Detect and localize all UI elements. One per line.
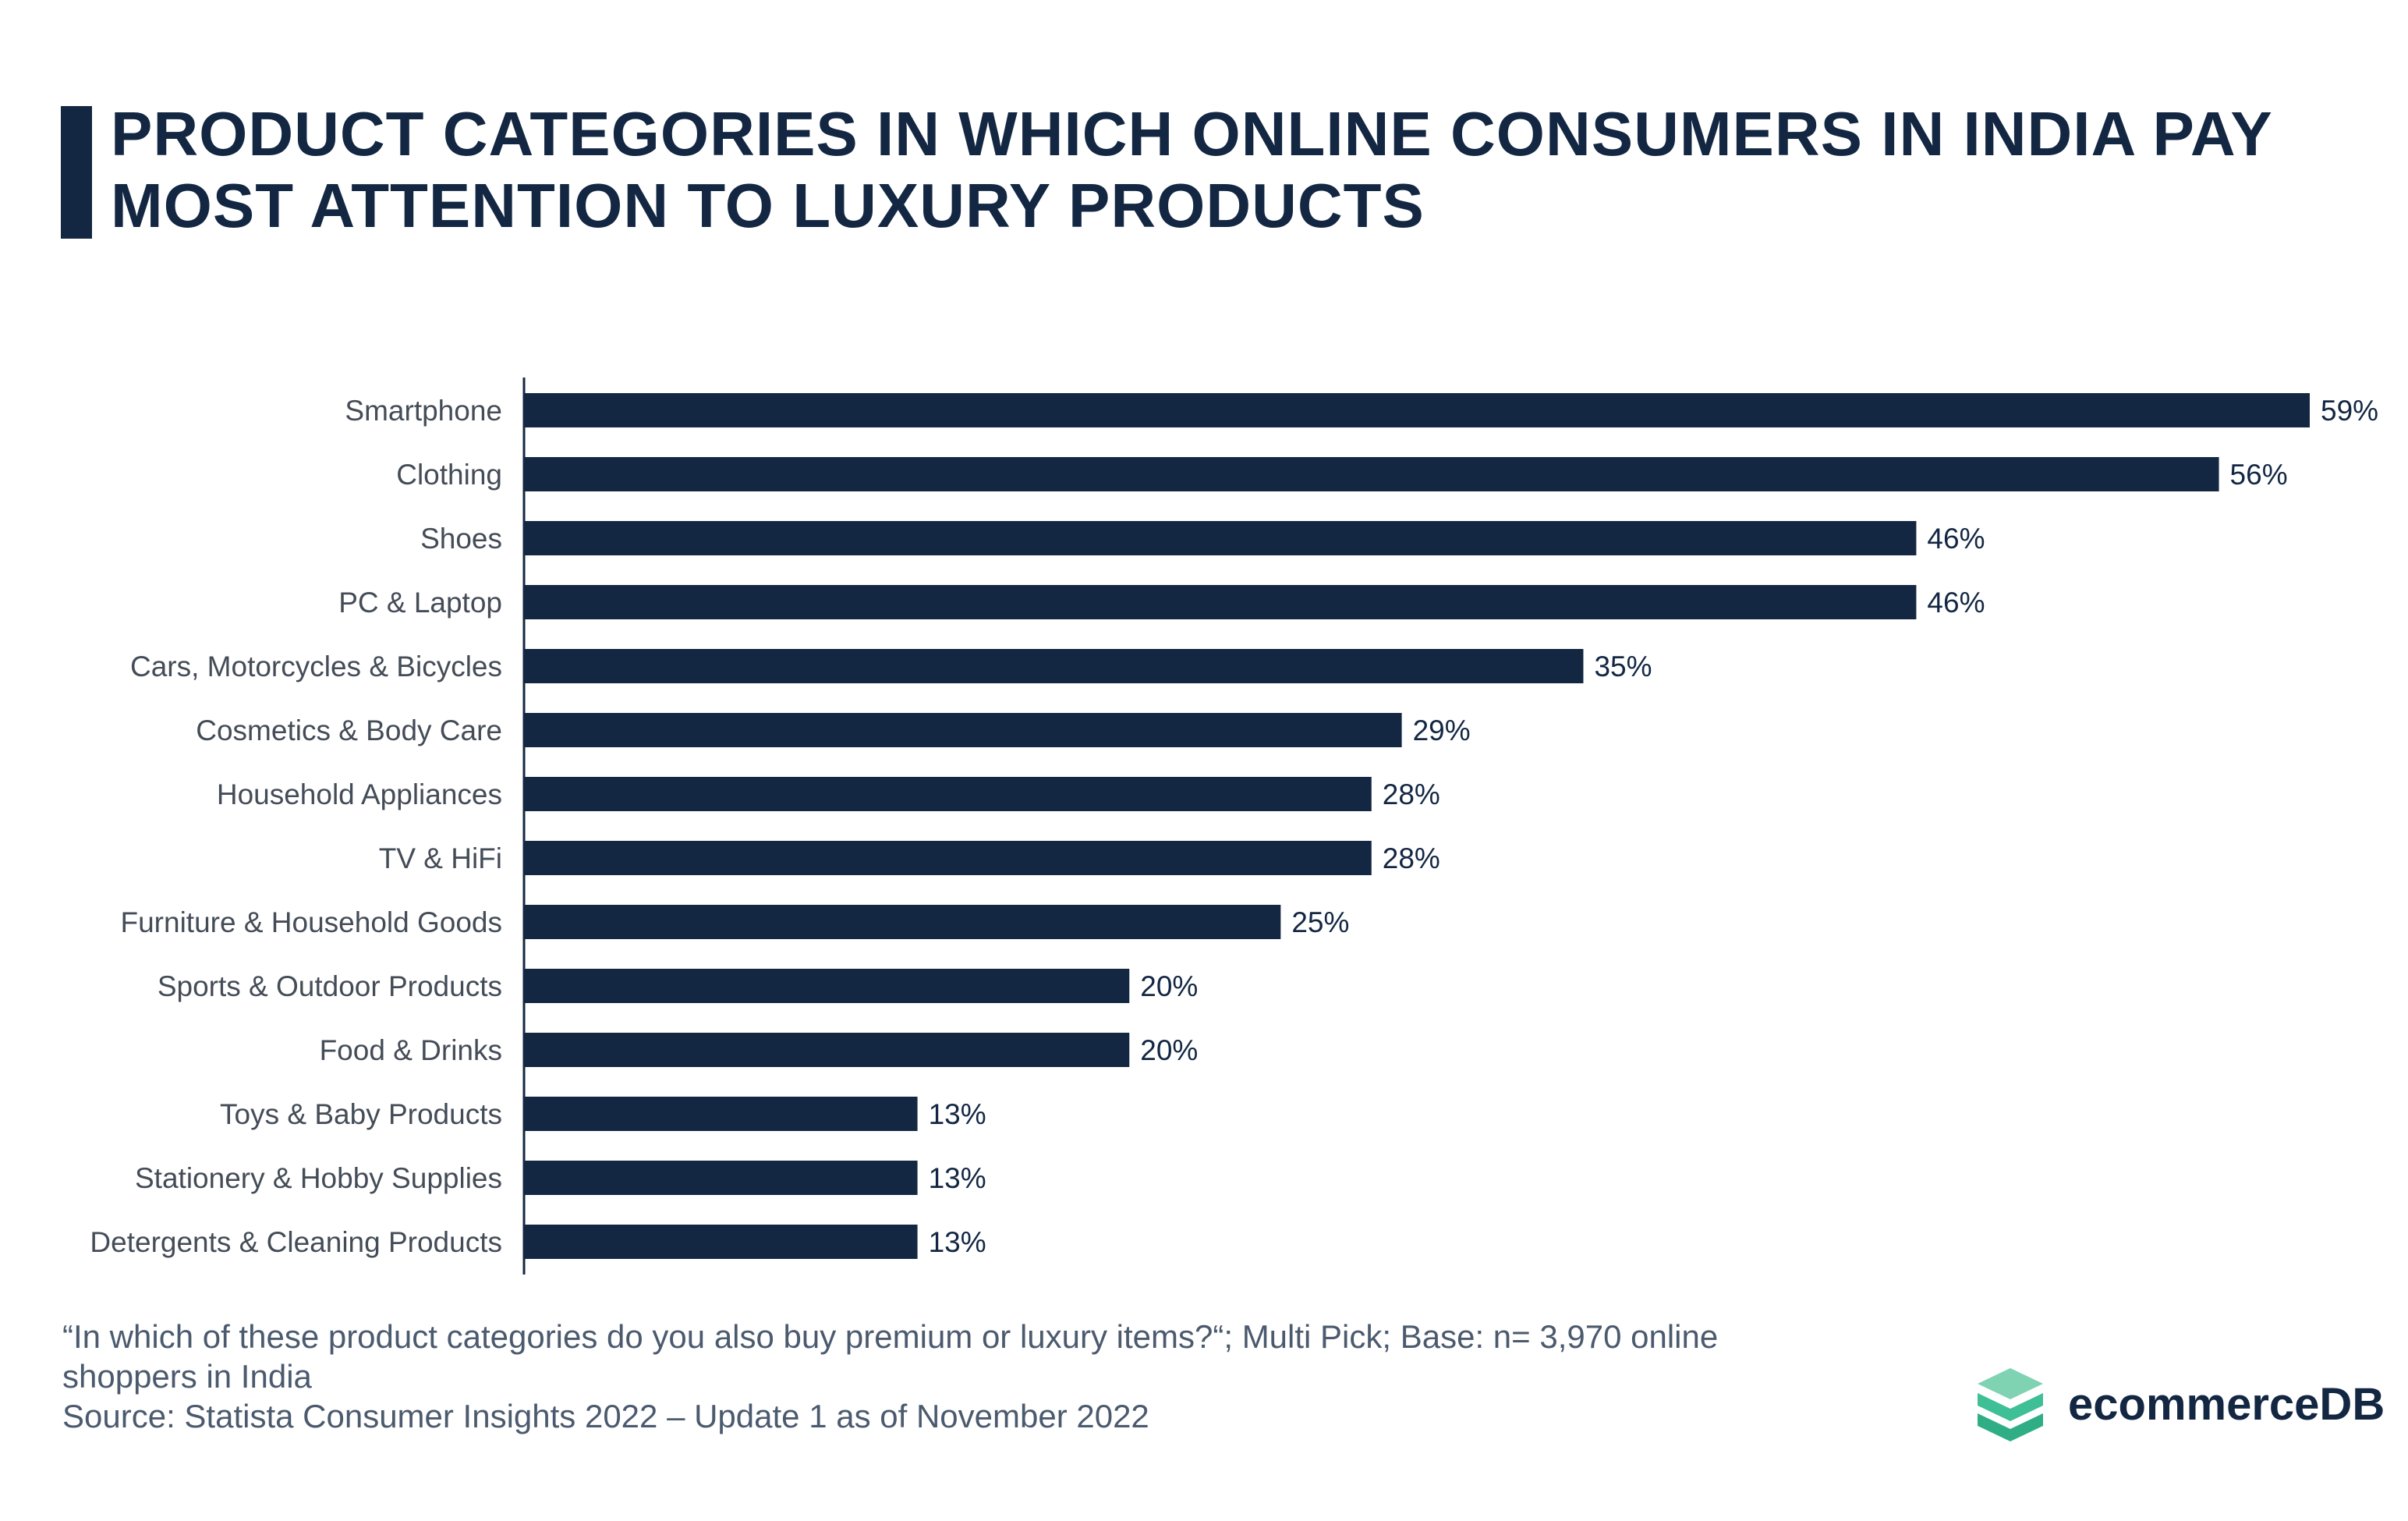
category-label: Toys & Baby Products [220, 1098, 502, 1130]
category-label: Furniture & Household Goods [121, 906, 503, 938]
logo-text: ecommerceDB [2068, 1378, 2385, 1430]
bar [524, 393, 2310, 427]
value-label: 20% [1140, 1034, 1198, 1066]
value-label: 28% [1383, 842, 1440, 874]
stacked-layers-icon [1978, 1368, 2043, 1441]
bar-chart: Smartphone 59% Clothing 56% Shoes 46% PC & Lap… [90, 378, 2378, 1275]
bar [524, 649, 1584, 683]
bar [524, 905, 1281, 939]
footnote: “In which of these product categories do… [62, 1317, 1856, 1436]
value-label: 46% [1927, 587, 1985, 619]
bar [524, 1225, 918, 1259]
category-label: Food & Drinks [320, 1034, 502, 1066]
source-note: Source: Statista Consumer Insights 2022 … [62, 1398, 1149, 1434]
value-label: 13% [929, 1226, 986, 1258]
bar [524, 777, 1372, 811]
title-accent-bar [61, 106, 92, 239]
category-label: Detergents & Cleaning Products [90, 1226, 502, 1258]
category-label: Stationery & Hobby Supplies [135, 1162, 502, 1194]
category-label: Household Appliances [217, 778, 502, 810]
category-label: Smartphone [345, 395, 502, 427]
category-label: Shoes [420, 523, 502, 555]
chart-title: PRODUCT CATEGORIES IN WHICH ONLINE CONSU… [111, 99, 2272, 240]
bar [524, 457, 2219, 491]
value-label: 13% [929, 1162, 986, 1194]
category-label: Cars, Motorcycles & Bicycles [130, 651, 502, 682]
bar [524, 841, 1372, 875]
bar [524, 521, 1917, 555]
value-label: 20% [1140, 970, 1198, 1002]
value-label: 13% [929, 1098, 986, 1130]
value-label: 35% [1594, 651, 1652, 682]
value-label: 46% [1927, 523, 1985, 555]
value-label: 28% [1383, 778, 1440, 810]
value-label: 59% [2321, 395, 2378, 427]
value-label: 56% [2230, 459, 2288, 491]
category-label: PC & Laptop [338, 587, 502, 619]
bar [524, 969, 1130, 1003]
value-label: 25% [1291, 906, 1349, 938]
ecommercedb-logo: ecommerceDB [1973, 1361, 2385, 1447]
category-label: Clothing [396, 459, 502, 491]
bar [524, 713, 1402, 747]
bar [524, 1161, 918, 1195]
survey-question: “In which of these product categories do… [62, 1318, 1719, 1395]
category-label: Cosmetics & Body Care [196, 714, 502, 746]
bar [524, 1097, 918, 1131]
category-label: TV & HiFi [379, 842, 502, 874]
category-label: Sports & Outdoor Products [158, 970, 502, 1002]
bar [524, 1033, 1130, 1067]
bar [524, 585, 1917, 619]
value-label: 29% [1413, 714, 1471, 746]
